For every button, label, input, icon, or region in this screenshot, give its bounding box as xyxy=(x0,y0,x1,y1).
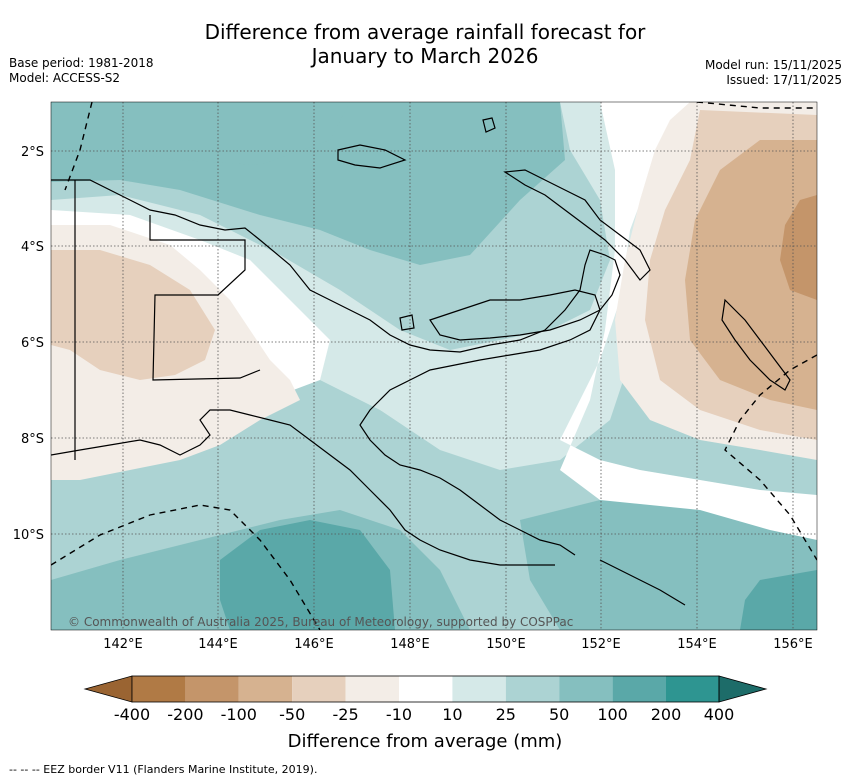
solomon-islands-coast xyxy=(721,298,791,391)
colorbar-label: 400 xyxy=(703,705,735,724)
contour-100-200-southeast xyxy=(740,570,817,630)
model-run: Model run: 15/11/2025 xyxy=(704,58,842,72)
lon-label-144: 144°E xyxy=(198,637,238,652)
colorbar-outline xyxy=(131,675,720,703)
colorbar-bin-7 xyxy=(452,676,506,702)
eez-legend: -- -- -- EEZ border V11 (Flanders Marine… xyxy=(9,763,318,776)
colorbar-bin-4 xyxy=(292,676,346,702)
colorbar-bin-6 xyxy=(399,676,453,702)
contour-north-strip xyxy=(51,102,350,165)
colorbar-label: 200 xyxy=(650,705,682,724)
map-title: Difference from average rainfall forecas… xyxy=(0,20,850,68)
eez-borders xyxy=(51,102,817,630)
base-period: Base period: 1981-2018 xyxy=(9,56,154,70)
contour-50-100-southeast xyxy=(520,500,817,630)
islet-central xyxy=(399,314,415,331)
contour-neg-25-50-west xyxy=(51,250,215,380)
colorbar-label: 50 xyxy=(549,705,570,724)
lon-label-142: 142°E xyxy=(103,637,143,652)
colorbar-label: -25 xyxy=(332,705,359,724)
colorbar-bin-2 xyxy=(185,676,239,702)
meta-right: Model run: 15/11/2025 Issued: 17/11/2025 xyxy=(705,58,842,88)
colorbar-label: 10 xyxy=(442,705,463,724)
colorbar-title: Difference from average (mm) xyxy=(287,731,563,752)
lat-label-8s: 8°S xyxy=(21,432,44,447)
new-ireland-coast xyxy=(337,144,407,169)
new-guinea-south-coast xyxy=(51,409,555,566)
colorbar-label: -200 xyxy=(167,705,204,724)
map-frame xyxy=(50,101,818,631)
colorbar-bin-9 xyxy=(559,676,613,702)
coastlines xyxy=(51,117,791,606)
contour-neutral-east xyxy=(560,102,817,630)
title-line-1: Difference from average rainfall forecas… xyxy=(204,20,646,44)
lon-axis: 142°E 144°E 146°E 148°E 150°E 152°E 154°… xyxy=(103,637,813,652)
louisiade-islands xyxy=(599,559,686,606)
lon-label-148: 148°E xyxy=(390,637,430,652)
colorbar xyxy=(83,675,768,703)
lat-label-4s: 4°S xyxy=(21,240,44,255)
lon-label-152: 152°E xyxy=(581,637,621,652)
copyright-text: © Commonwealth of Australia 2025, Bureau… xyxy=(68,615,573,629)
new-britain-coast xyxy=(429,289,601,341)
gridlines xyxy=(51,102,817,630)
colorbar-label: 25 xyxy=(495,705,516,724)
lon-label-150: 150°E xyxy=(486,637,526,652)
colorbar-extend-low xyxy=(83,675,133,703)
islet-north xyxy=(482,117,496,133)
new-guinea-north-coast xyxy=(51,179,621,556)
contour-100-200-south xyxy=(220,520,395,630)
colorbar-bin-5 xyxy=(345,676,399,702)
lon-label-156: 156°E xyxy=(773,637,813,652)
lat-label-2s: 2°S xyxy=(21,145,44,160)
title-line-2: January to March 2026 xyxy=(311,44,539,68)
contour-neg-50-100-east xyxy=(685,140,817,410)
eez-south xyxy=(51,504,321,630)
bougainville-coast xyxy=(503,169,651,281)
meta-left: Base period: 1981-2018 Model: ACCESS-S2 xyxy=(9,56,154,86)
eez-northeast xyxy=(696,102,817,109)
province-borders xyxy=(149,215,261,381)
contour-neg-100-200-east xyxy=(780,195,817,300)
contour-10-25-band xyxy=(51,102,650,470)
lat-axis: 2°S 4°S 6°S 8°S 10°S xyxy=(13,145,44,543)
issued-date: Issued: 17/11/2025 xyxy=(726,73,842,87)
colorbar-label: -100 xyxy=(220,705,257,724)
eez-northwest xyxy=(64,102,93,191)
lon-label-154: 154°E xyxy=(677,637,717,652)
colorbar-bin-3 xyxy=(238,676,293,702)
colorbar-bin-11 xyxy=(666,676,719,702)
colorbar-bin-10 xyxy=(612,676,666,702)
eez-east xyxy=(724,354,817,561)
colorbar-label: -50 xyxy=(279,705,306,724)
colorbar-label: 100 xyxy=(597,705,628,724)
colorbar-bin-8 xyxy=(505,676,560,702)
lat-label-10s: 10°S xyxy=(13,528,44,543)
colorbar-extend-high xyxy=(718,675,768,703)
colorbar-label: -400 xyxy=(113,705,151,724)
lon-label-146: 146°E xyxy=(294,637,334,652)
lat-label-6s: 6°S xyxy=(21,336,44,351)
colorbar-bin-1 xyxy=(132,676,186,702)
colorbar-label: -10 xyxy=(385,705,413,724)
map-plot-area: © Commonwealth of Australia 2025, Bureau… xyxy=(51,102,817,630)
model-name: Model: ACCESS-S2 xyxy=(9,71,121,85)
